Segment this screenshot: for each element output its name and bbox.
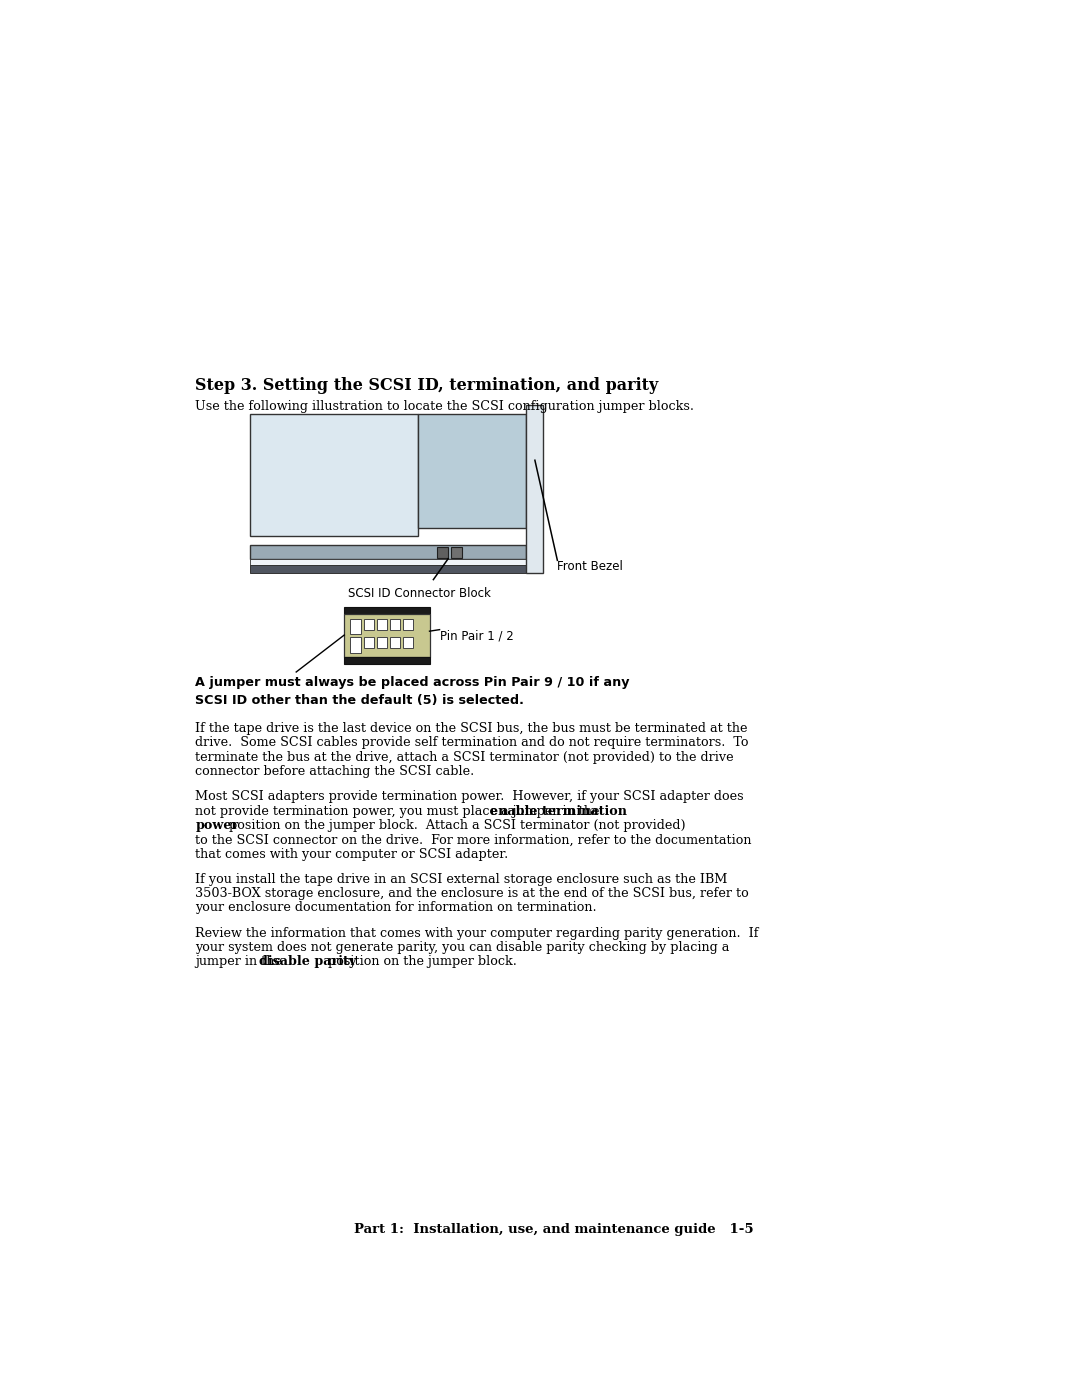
Bar [364,619,374,630]
Text: Part 1:  Installation, use, and maintenance guide   1-5: Part 1: Installation, use, and maintenan… [353,1222,754,1235]
Text: If you install the tape drive in an SCSI external storage enclosure such as the : If you install the tape drive in an SCSI… [195,873,728,886]
Text: your enclosure documentation for information on termination.: your enclosure documentation for informa… [195,901,597,915]
Text: A jumper must always be placed across Pin Pair 9 / 10 if any
SCSI ID other than : A jumper must always be placed across Pi… [195,676,630,707]
Bar [249,414,418,535]
Text: Use the following illustration to locate the SCSI configuration jumper blocks.: Use the following illustration to locate… [195,400,694,414]
Bar [345,657,430,665]
Text: not provide termination power, you must place a jumper in the: not provide termination power, you must … [195,805,604,817]
Bar [390,637,400,648]
Bar [350,619,361,634]
Text: that comes with your computer or SCSI adapter.: that comes with your computer or SCSI ad… [195,848,509,861]
Bar [451,548,462,557]
Text: to the SCSI connector on the drive.  For more information, refer to the document: to the SCSI connector on the drive. For … [195,833,752,847]
Bar [437,548,448,557]
Text: enable termination: enable termination [490,805,627,817]
Bar [403,637,414,648]
Text: Most SCSI adapters provide termination power.  However, if your SCSI adapter doe: Most SCSI adapters provide termination p… [195,791,744,803]
Bar [364,637,374,648]
Text: connector before attaching the SCSI cable.: connector before attaching the SCSI cabl… [195,766,475,778]
Text: SCSI ID Connector Block: SCSI ID Connector Block [348,587,491,601]
Bar [377,619,387,630]
Bar [249,564,526,573]
Text: drive.  Some SCSI cables provide self termination and do not require terminators: drive. Some SCSI cables provide self ter… [195,736,748,749]
Text: Front Bezel: Front Bezel [557,560,623,573]
Text: power: power [195,819,239,833]
Text: position on the jumper block.  Attach a SCSI terminator (not provided): position on the jumper block. Attach a S… [225,819,686,833]
Text: 3503-BOX storage enclosure, and the enclosure is at the end of the SCSI bus, ref: 3503-BOX storage enclosure, and the encl… [195,887,750,900]
Text: disable parity: disable parity [259,956,356,968]
Bar [377,637,387,648]
Text: Pin Pair 1 / 2: Pin Pair 1 / 2 [440,630,513,643]
Text: If the tape drive is the last device on the SCSI bus, the bus must be terminated: If the tape drive is the last device on … [195,722,748,735]
Text: position on the jumper block.: position on the jumper block. [324,956,517,968]
Bar [345,606,430,615]
Bar [403,619,414,630]
Bar [249,545,526,559]
Bar [249,559,526,564]
Text: terminate the bus at the drive, attach a SCSI terminator (not provided) to the d: terminate the bus at the drive, attach a… [195,750,734,764]
Text: jumper in the: jumper in the [195,956,286,968]
Bar [390,619,400,630]
Bar [345,615,430,657]
Text: Review the information that comes with your computer regarding parity generation: Review the information that comes with y… [195,926,759,940]
Text: Step 3. Setting the SCSI ID, termination, and parity: Step 3. Setting the SCSI ID, termination… [195,377,659,394]
Text: your system does not generate parity, you can disable parity checking by placing: your system does not generate parity, yo… [195,942,730,954]
Bar [526,405,543,573]
Bar [350,637,361,652]
Bar [418,414,526,528]
